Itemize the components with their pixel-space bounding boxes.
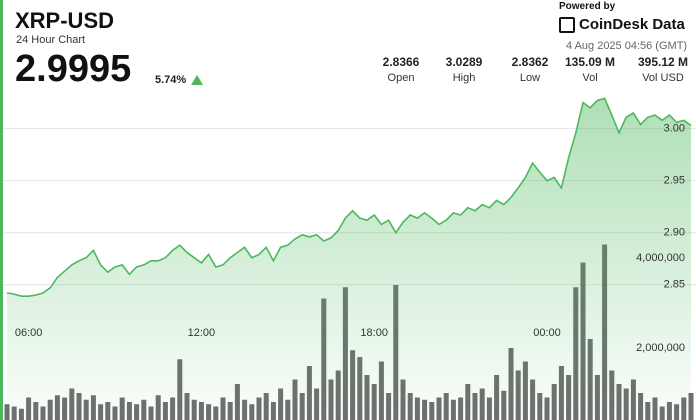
timestamp: 4 Aug 2025 04:56 (GMT) [566, 40, 688, 52]
price-area [7, 98, 691, 420]
powered-by: Powered by [559, 1, 616, 12]
x-tick-label: 18:00 [360, 327, 388, 339]
stat: 2.8366 Open [366, 55, 436, 84]
stat-value: 3.0289 [445, 55, 483, 69]
change: 5.74% [155, 74, 187, 86]
y2-tick-label: 2.95 [664, 175, 685, 187]
x-tick-label: 00:00 [533, 327, 561, 339]
subtitle: 24 Hour Chart [16, 34, 86, 46]
chart: 2.85 2.90 2.95 3.00 2,000,000 4,000,000 06:00 1… [3, 97, 696, 420]
stat-value: 2.8362 [511, 55, 549, 69]
stat-label: Open [387, 72, 415, 84]
y-tick-label: 4,000,000 [636, 252, 685, 264]
y2-tick-label: 3.00 [664, 123, 685, 135]
y2-tick-label: 2.90 [664, 227, 685, 239]
stat: 2.8362 Low [495, 55, 565, 84]
stat-value: 135.09 M [564, 55, 616, 69]
x-tick-label: 06:00 [15, 327, 43, 339]
stat-label: Vol USD [642, 72, 684, 84]
brand: CoinDesk Data [579, 16, 685, 33]
stat: 135.09 M Vol [555, 55, 625, 84]
symbol: XRP-USD [15, 8, 115, 33]
stat: 395.12 M Vol USD [628, 55, 696, 84]
stat-label: Low [519, 72, 541, 84]
stat: 3.0289 High [429, 55, 499, 84]
y2-tick-label: 2.85 [664, 279, 685, 291]
y-tick-label: 2,000,000 [636, 342, 685, 354]
price: 2.9995 [15, 48, 132, 90]
stat-label: Vol [582, 72, 598, 84]
stat-label: High [452, 72, 476, 84]
x-tick-label: 12:00 [188, 327, 216, 339]
price-line [6, 97, 692, 297]
brand-icon [559, 17, 575, 33]
up-arrow [191, 75, 203, 85]
stat-value: 395.12 M [637, 55, 689, 69]
stat-value: 2.8366 [382, 55, 420, 69]
